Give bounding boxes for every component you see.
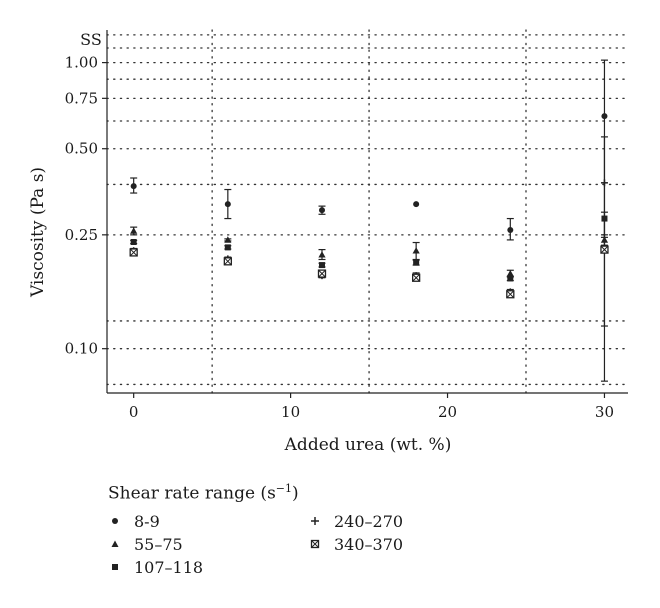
x-tick-label: 10 bbox=[281, 403, 300, 421]
data-point bbox=[506, 270, 514, 277]
data-points bbox=[129, 59, 609, 382]
data-point bbox=[224, 244, 231, 251]
data-point bbox=[130, 183, 137, 190]
legend-title-close: ) bbox=[292, 483, 299, 504]
chart-title: SS bbox=[80, 30, 102, 49]
data-point bbox=[318, 251, 326, 258]
legend-label: 340–370 bbox=[334, 534, 404, 554]
legend-label: 240–270 bbox=[334, 511, 404, 531]
square-marker-icon bbox=[112, 564, 118, 570]
data-point bbox=[601, 113, 608, 120]
y-tick-label: 1.00 bbox=[65, 54, 98, 72]
y-tick-label: 0.10 bbox=[65, 340, 98, 358]
boxed-x-diag bbox=[129, 248, 138, 257]
legend-label: 8-9 bbox=[134, 511, 160, 531]
legend-item-55-75: 55–75 bbox=[108, 533, 183, 555]
data-point bbox=[412, 247, 420, 254]
y-axis-label: Viscosity (Pa s) bbox=[28, 167, 48, 298]
legend-item-340-370: 340–370 bbox=[308, 533, 403, 555]
boxed-x-diag bbox=[412, 273, 421, 282]
legend-label: 107–118 bbox=[134, 557, 204, 577]
boxed-x-diag bbox=[223, 257, 232, 266]
legend-item-107-118: 107–118 bbox=[108, 556, 203, 578]
data-point bbox=[223, 257, 232, 266]
boxed-x-marker-icon bbox=[310, 539, 320, 549]
legend-item-240-270: 240–270 bbox=[308, 510, 403, 532]
y-tick-label: 0.75 bbox=[65, 89, 98, 107]
plus-marker-icon bbox=[311, 517, 319, 525]
viscosity-chart: 0 10 20 30 0.10 0.25 0.50 0.75 1.00 SS Viscosity… bbox=[28, 29, 629, 455]
legend-title-superscript: −1 bbox=[275, 482, 293, 495]
data-point bbox=[318, 207, 325, 214]
x-axis-label: Added urea (wt. %) bbox=[284, 435, 452, 455]
data-point bbox=[224, 236, 232, 243]
legend: Shear rate range (s−1) 8-9 55–75 107–118… bbox=[108, 482, 528, 592]
legend-label: 55–75 bbox=[134, 534, 183, 554]
x-tick-label: 30 bbox=[595, 403, 614, 421]
data-point bbox=[130, 238, 137, 245]
data-point bbox=[507, 275, 514, 282]
data-point bbox=[600, 179, 608, 187]
legend-item-8-9: 8-9 bbox=[108, 510, 160, 532]
data-point bbox=[600, 245, 609, 254]
x-tick-label: 0 bbox=[129, 403, 139, 421]
data-point bbox=[506, 290, 515, 299]
legend-title: Shear rate range (s−1) bbox=[108, 482, 299, 504]
legend-title-text: Shear rate range (s bbox=[108, 483, 276, 504]
y-tick-label: 0.50 bbox=[65, 140, 98, 158]
data-point bbox=[317, 269, 327, 278]
ticks: 0 10 20 30 0.10 0.25 0.50 0.75 1.00 bbox=[65, 54, 614, 421]
data-point bbox=[130, 227, 138, 234]
data-point bbox=[411, 273, 421, 282]
grid bbox=[106, 29, 629, 394]
boxed-x-diag bbox=[318, 269, 326, 278]
data-point bbox=[224, 201, 231, 208]
y-tick-label: 0.25 bbox=[65, 226, 98, 244]
boxed-x-diag bbox=[600, 245, 609, 254]
triangle-marker-icon bbox=[111, 540, 119, 547]
data-point bbox=[413, 201, 420, 208]
data-point bbox=[507, 226, 514, 233]
data-point bbox=[318, 262, 325, 269]
data-point bbox=[413, 259, 420, 266]
circle-marker-icon bbox=[112, 518, 118, 524]
data-point bbox=[129, 248, 138, 257]
axes bbox=[106, 30, 628, 394]
boxed-x-diag bbox=[506, 290, 515, 299]
x-tick-label: 20 bbox=[438, 403, 457, 421]
